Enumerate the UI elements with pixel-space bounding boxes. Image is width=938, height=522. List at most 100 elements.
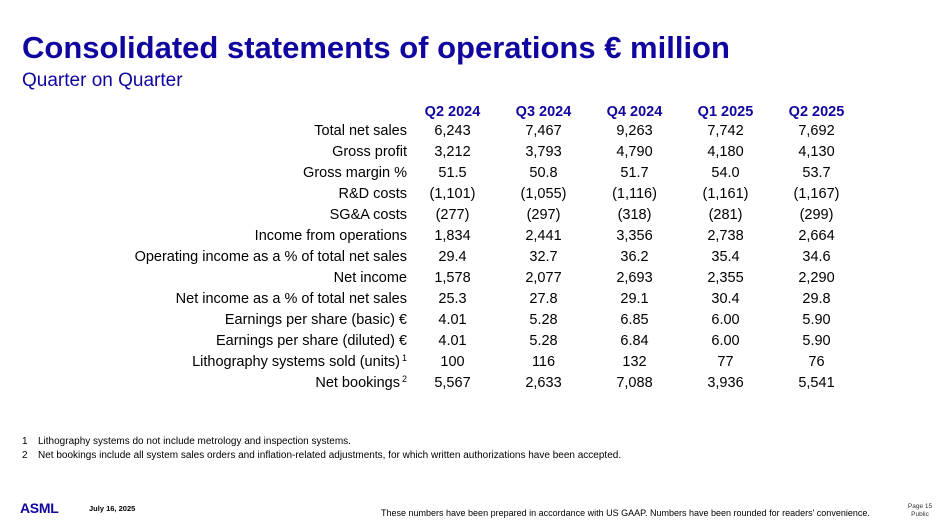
column-header: Q1 2025 xyxy=(697,104,754,120)
table-cell: 3,936 xyxy=(707,374,744,391)
row-label-text: Total net sales xyxy=(314,122,407,139)
table-cell: 7,088 xyxy=(616,374,653,391)
footnotes: 1 Lithography systems do not include metr… xyxy=(22,435,621,463)
page-subtitle: Quarter on Quarter xyxy=(22,70,183,91)
table-cell: 1,834 xyxy=(434,227,471,244)
table-cell: 29.4 xyxy=(438,248,467,265)
table-cell: (318) xyxy=(617,206,652,223)
column-header: Q2 2024 xyxy=(424,104,481,120)
table-cell: 2,664 xyxy=(798,227,835,244)
row-label: R&D costs xyxy=(60,183,408,204)
row-label: Operating income as a % of total net sal… xyxy=(60,246,407,267)
table-cell: 2,633 xyxy=(525,374,562,391)
row-label: Income from operations xyxy=(60,225,407,246)
row-label: Net income xyxy=(60,267,407,288)
table-cell: 25.3 xyxy=(438,290,467,307)
row-label: Gross margin % xyxy=(60,162,407,183)
table-cell: 4.01 xyxy=(438,332,467,349)
row-label: Lithography systems sold (units) 1 xyxy=(60,351,407,372)
table-cell: (277) xyxy=(435,206,470,223)
table-cell: 51.5 xyxy=(438,164,467,181)
table-cell: (1,167) xyxy=(793,185,840,202)
table-cell: 4.01 xyxy=(438,311,467,328)
table-cell: 7,742 xyxy=(707,122,744,139)
table-cell: 36.2 xyxy=(620,248,649,265)
table-row: Total net sales 6,243 7,467 9,263 7,742 7,692 xyxy=(60,120,862,141)
row-label-text: Lithography systems sold (units) xyxy=(192,354,400,370)
row-label: Net bookings 2 xyxy=(60,372,407,393)
table-row: Operating income as a % of total net sal… xyxy=(60,246,862,267)
footnote-number: 2 xyxy=(22,450,28,461)
footer-date: July 16, 2025 xyxy=(89,504,136,513)
table-cell: (1,161) xyxy=(702,185,749,202)
table-cell: 7,692 xyxy=(798,122,835,139)
row-label-text: Income from operations xyxy=(254,227,407,244)
table-cell: 29.1 xyxy=(620,290,649,307)
table-row: Earnings per share (basic) € 4.01 5.28 6.85… xyxy=(60,309,862,330)
table-row: Net income as a % of total net sales 25.3… xyxy=(60,288,862,309)
table-cell: 30.4 xyxy=(711,290,740,307)
table-cell: 9,263 xyxy=(616,122,653,139)
table-cell: 6.84 xyxy=(620,332,649,349)
row-label: SG&A costs xyxy=(60,204,407,225)
table-row: Earnings per share (diluted) € 4.01 5.28 6.… xyxy=(60,330,862,351)
table-cell: 5.90 xyxy=(802,332,831,349)
row-label: Net income as a % of total net sales xyxy=(60,288,407,309)
column-header: Q4 2024 xyxy=(606,104,663,120)
table-cell: (299) xyxy=(799,206,834,223)
table-cell: 132 xyxy=(622,353,647,370)
footnote-number: 1 xyxy=(22,436,28,447)
table-cell: 4,790 xyxy=(616,143,653,160)
row-label-text: Net income as a % of total net sales xyxy=(175,290,407,307)
row-label: Earnings per share (diluted) € xyxy=(60,330,407,351)
table-row: Gross margin % 51.5 50.8 51.7 54.0 53.7 xyxy=(60,162,862,183)
table-body: Total net sales 6,243 7,467 9,263 7,742 7,692… xyxy=(60,120,862,393)
column-header: Q2 2025 xyxy=(788,104,845,120)
row-label-text: SG&A costs xyxy=(329,206,407,223)
table-cell: (1,101) xyxy=(429,185,476,202)
row-label-text: Gross margin % xyxy=(303,164,407,181)
table-cell: 2,738 xyxy=(707,227,744,244)
footnote-text: Lithography systems do not include metro… xyxy=(38,436,351,447)
financial-table: Q2 2024 Q3 2024 Q4 2024 Q1 2025 Q2 2025 … xyxy=(60,102,862,393)
table-cell: (281) xyxy=(708,206,743,223)
table-cell: 2,693 xyxy=(616,269,653,286)
footnote: 1 Lithography systems do not include metr… xyxy=(22,435,621,449)
table-row: R&D costs (1,101) (1,055) (1,116) (1,161) (1,… xyxy=(60,183,862,204)
table-cell: 4,180 xyxy=(707,143,744,160)
row-label-text: Operating income as a % of total net sal… xyxy=(134,248,407,265)
table-cell: 27.8 xyxy=(529,290,558,307)
table-cell: (297) xyxy=(526,206,561,223)
footnote: 2 Net bookings include all system sales o… xyxy=(22,449,621,463)
table-row: Gross profit 3,212 3,793 4,790 4,180 4,130 xyxy=(60,141,862,162)
footnote-marker: 1 xyxy=(401,353,407,363)
table-cell: 77 xyxy=(717,353,734,370)
footnote-text: Net bookings include all system sales or… xyxy=(38,450,622,461)
table-cell: 53.7 xyxy=(802,164,831,181)
footnote-marker: 2 xyxy=(401,374,407,384)
table-cell: 6.00 xyxy=(711,311,740,328)
table-cell: 116 xyxy=(531,353,556,370)
page-label: Page 15 xyxy=(907,503,933,510)
table-cell: 6.00 xyxy=(711,332,740,349)
table-row: Lithography systems sold (units) 1 100 116 1… xyxy=(60,351,862,372)
table-header-row: Q2 2024 Q3 2024 Q4 2024 Q1 2025 Q2 2025 xyxy=(60,102,862,120)
table-cell: 3,212 xyxy=(434,143,471,160)
column-header: Q3 2024 xyxy=(515,104,572,120)
table-cell: 54.0 xyxy=(711,164,740,181)
row-label: Earnings per share (basic) € xyxy=(60,309,407,330)
table-cell: 34.6 xyxy=(802,248,831,265)
table-cell: 6.85 xyxy=(620,311,649,328)
table-cell: 2,355 xyxy=(707,269,744,286)
table-cell: 5,541 xyxy=(798,374,835,391)
table-cell: 3,356 xyxy=(616,227,653,244)
table-cell: 5,567 xyxy=(434,374,471,391)
classification-label: Public xyxy=(911,511,929,518)
table-header-blank xyxy=(60,102,407,120)
row-label-text: Net income xyxy=(333,269,407,286)
row-label-text: Net bookings xyxy=(315,375,400,391)
row-label-text: Gross profit xyxy=(332,143,407,160)
row-label: Gross profit xyxy=(60,141,407,162)
table-cell: 3,793 xyxy=(525,143,562,160)
table-row: Income from operations 1,834 2,441 3,356 2,7… xyxy=(60,225,862,246)
